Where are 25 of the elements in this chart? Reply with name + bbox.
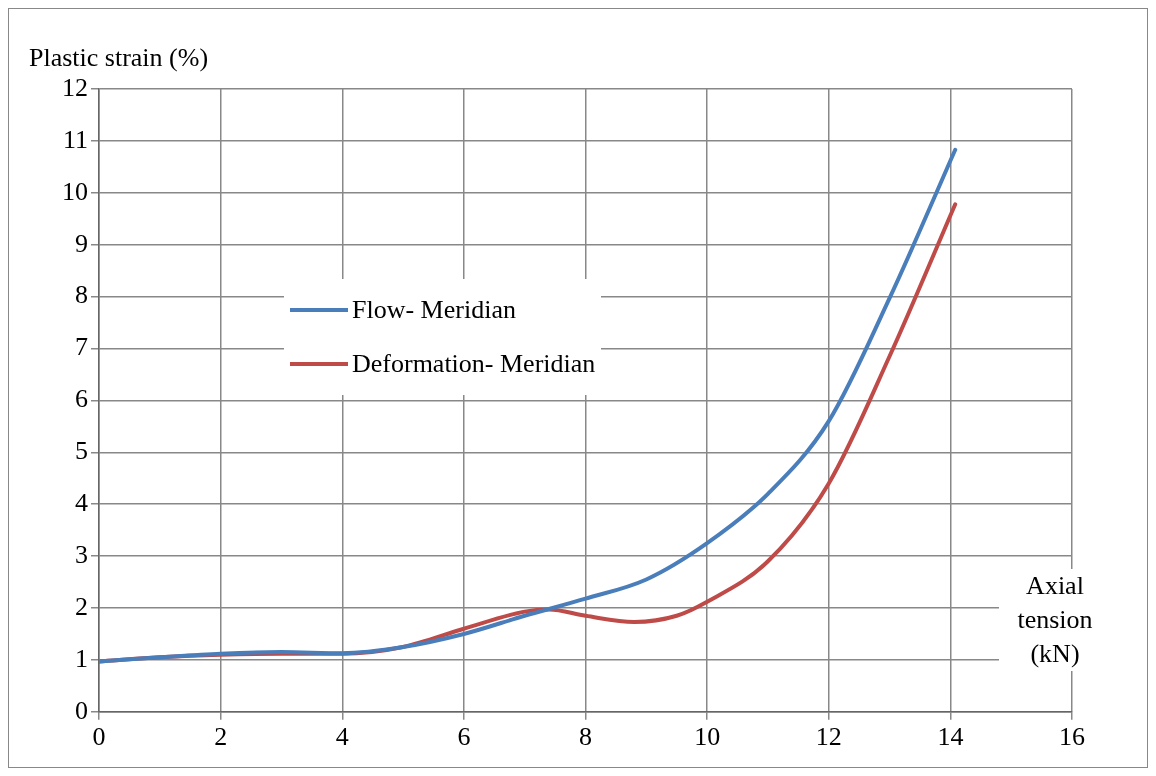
x-tick-label: 14 bbox=[937, 722, 964, 752]
y-tick-label: 8 bbox=[75, 280, 88, 310]
y-tick-label: 1 bbox=[75, 643, 88, 673]
y-axis-title: Plastic strain (%) bbox=[29, 43, 209, 73]
y-tick-label: 12 bbox=[62, 72, 88, 102]
y-tick-label: 2 bbox=[75, 591, 88, 621]
x-axis-title: Axial tension (kN) bbox=[999, 569, 1111, 671]
y-tick-label: 10 bbox=[62, 176, 88, 206]
legend-label: Deformation- Meridian bbox=[352, 349, 596, 379]
x-tick-label: 12 bbox=[815, 722, 842, 752]
y-tick-label: 9 bbox=[75, 228, 88, 258]
y-tick-label: 4 bbox=[75, 488, 88, 518]
x-tick-label: 10 bbox=[694, 722, 721, 752]
x-tick-label: 8 bbox=[579, 722, 592, 752]
x-tick-label: 4 bbox=[335, 722, 349, 752]
y-tick-label: 6 bbox=[75, 384, 88, 414]
legend-label: Flow- Meridian bbox=[352, 295, 516, 325]
y-tick-label: 3 bbox=[75, 539, 88, 569]
x-tick-label: 2 bbox=[214, 722, 228, 752]
y-tick-label: 7 bbox=[75, 332, 88, 362]
x-tick-label: 6 bbox=[457, 722, 471, 752]
y-tick-label: 0 bbox=[75, 695, 88, 725]
x-tick-label: 16 bbox=[1059, 722, 1085, 752]
y-tick-label: 5 bbox=[75, 436, 88, 466]
y-tick-label: 11 bbox=[62, 124, 88, 154]
